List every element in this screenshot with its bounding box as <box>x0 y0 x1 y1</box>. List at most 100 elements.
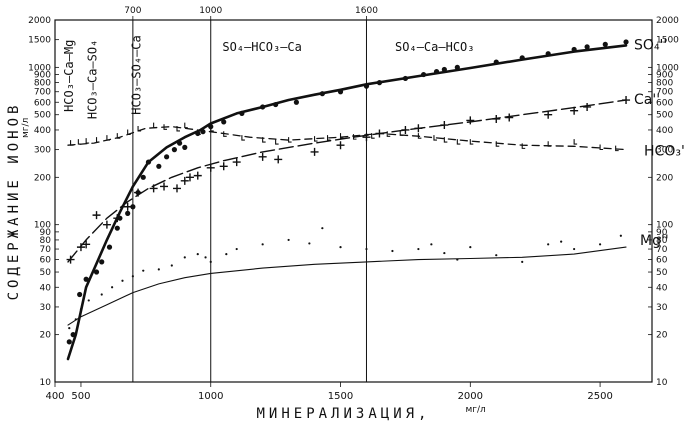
x-tick-label-bottom: 2500 <box>587 391 612 402</box>
data-point-mg <box>111 286 114 289</box>
y-tick-label-right: 80 <box>656 236 668 246</box>
data-point-so4 <box>319 91 325 97</box>
data-point-mg <box>100 293 103 296</box>
data-point-so4 <box>493 59 499 65</box>
y-tick-label-right: 30 <box>656 303 668 313</box>
data-point-so4 <box>571 46 577 53</box>
y-tick-label-right: 500 <box>656 111 673 121</box>
data-point-ca <box>440 121 449 130</box>
data-point-ca <box>82 240 91 249</box>
data-point-hco3 <box>241 135 245 141</box>
data-point-mg <box>235 247 238 251</box>
data-point-mg <box>225 253 228 256</box>
data-point-hco3 <box>95 137 100 143</box>
data-point-mg <box>131 275 134 278</box>
y-tick-label-left: 900 <box>34 71 51 81</box>
series-curve <box>67 246 627 326</box>
y-tick-label-right: 1000 <box>656 63 679 73</box>
data-point-so4 <box>363 83 370 89</box>
data-point-so4 <box>221 119 227 125</box>
x-tick-label-top: 1600 <box>355 6 378 16</box>
data-point-so4 <box>93 269 100 275</box>
data-point-mg <box>521 260 524 263</box>
data-point-hco3 <box>176 125 180 132</box>
data-point-so4 <box>182 144 188 150</box>
data-point-hco3 <box>615 145 619 152</box>
data-point-so4 <box>260 104 266 110</box>
data-point-ca <box>172 184 181 193</box>
data-point-hco3 <box>163 124 168 130</box>
data-point-mg <box>339 246 342 249</box>
data-point-ca <box>492 114 501 123</box>
y-tick-label-left: 1000 <box>28 63 51 73</box>
data-point-so4 <box>156 163 162 169</box>
y-tick-label-left: 70 <box>40 245 52 255</box>
data-point-hco3 <box>275 139 279 145</box>
data-point-ca <box>206 163 215 172</box>
plot-frame <box>54 19 653 383</box>
y-tick-label-right: 10 <box>656 378 668 388</box>
data-point-hco3 <box>314 136 318 142</box>
y-tick-label-right: 50 <box>656 268 668 278</box>
y-tick-label-left: 10 <box>40 378 52 388</box>
y-tick-label-right: 600 <box>656 98 673 108</box>
data-point-hco3 <box>70 140 74 146</box>
data-point-so4 <box>545 51 551 57</box>
data-point-mg <box>573 247 576 251</box>
y-tick-label-left: 90 <box>40 228 52 238</box>
data-point-so4 <box>106 244 113 250</box>
y-tick-label-left: 500 <box>34 111 51 121</box>
data-point-hco3 <box>456 139 461 145</box>
series-label: Mg'' <box>640 233 669 249</box>
x-tick-label-bottom: 500 <box>71 391 90 402</box>
data-point-ca <box>92 211 101 220</box>
y-tick-label-left: 300 <box>34 146 51 156</box>
data-point-mg <box>443 251 446 255</box>
data-point-hco3 <box>386 131 391 137</box>
data-point-hco3 <box>210 125 214 132</box>
y-tick-label-left: 30 <box>40 303 52 313</box>
y-tick-label-right: 200 <box>656 173 673 183</box>
data-point-so4 <box>441 66 447 73</box>
data-point-hco3 <box>262 137 266 143</box>
y-tick-label-left: 20 <box>40 331 52 341</box>
y-tick-label-right: 800 <box>656 79 673 89</box>
data-point-ca <box>76 243 85 252</box>
data-point-hco3 <box>521 143 526 149</box>
data-point-so4 <box>114 225 120 231</box>
series-curve <box>66 44 628 361</box>
zone-label: SO₄–HCO₃–Ca <box>222 40 301 54</box>
data-point-ca <box>622 96 631 105</box>
data-point-mg <box>321 227 324 230</box>
data-point-mg <box>391 249 394 253</box>
data-point-mg <box>157 268 160 271</box>
data-point-so4 <box>171 147 177 153</box>
data-point-so4 <box>140 174 146 180</box>
data-point-so4 <box>200 129 206 135</box>
data-point-ca <box>375 129 384 138</box>
x-tick-label-top: 700 <box>124 6 141 16</box>
data-point-mg <box>79 308 83 311</box>
data-point-so4 <box>239 110 245 116</box>
x-axis-unit: мг/л <box>466 405 486 415</box>
zone-label: SO₄–Ca–HCO₃ <box>395 40 474 54</box>
x-tick-label-bottom: 2000 <box>458 391 483 402</box>
y-tick-label-right: 60 <box>656 256 668 266</box>
y-tick-label-left: 2000 <box>28 16 51 26</box>
data-point-ca <box>258 152 267 161</box>
y-tick-label-right: 20 <box>656 331 668 341</box>
x-tick-label-top: 1000 <box>199 6 222 16</box>
data-point-hco3 <box>339 133 344 139</box>
data-point-mg <box>204 256 207 259</box>
data-point-so4 <box>337 89 344 95</box>
data-point-hco3 <box>443 137 448 143</box>
y-tick-label-right: 70 <box>656 245 668 255</box>
data-point-hco3 <box>184 122 188 129</box>
data-point-hco3 <box>417 133 422 139</box>
data-point-so4 <box>99 259 105 265</box>
data-point-hco3 <box>288 137 292 143</box>
data-point-hco3 <box>85 138 90 144</box>
data-point-ca <box>149 184 158 193</box>
data-point-hco3 <box>153 122 157 129</box>
